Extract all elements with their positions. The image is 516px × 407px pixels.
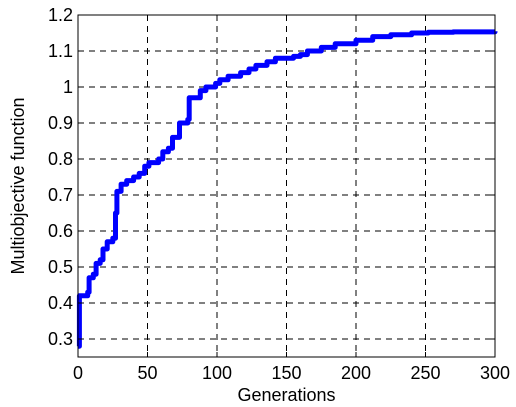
y-axis-label: Multiobjective function (8, 97, 28, 274)
x-tick-label: 250 (410, 363, 440, 383)
x-tick-label: 200 (341, 363, 371, 383)
grid (78, 15, 495, 357)
y-tick-label: 1 (63, 77, 73, 97)
y-tick-label: 1.1 (48, 41, 73, 61)
x-tick-label: 0 (73, 363, 83, 383)
x-tick-label: 50 (137, 363, 157, 383)
x-axis-label: Generations (237, 385, 335, 405)
y-tick-label: 0.8 (48, 149, 73, 169)
y-tick-label: 1.2 (48, 5, 73, 25)
series-line (76, 29, 498, 349)
y-tick-label: 0.9 (48, 113, 73, 133)
y-tick-label: 0.3 (48, 329, 73, 349)
x-tick-label: 300 (480, 363, 510, 383)
x-tick-label: 100 (202, 363, 232, 383)
y-tick-label: 0.7 (48, 185, 73, 205)
y-tick-label: 0.4 (48, 293, 73, 313)
x-tick-label: 150 (271, 363, 301, 383)
series-layer (76, 29, 498, 349)
ticks: 0 50 100 150 200 250 300 0.3 0.4 0.5 0.6 0.7 0.8 0.9 1… (48, 5, 510, 383)
y-tick-label: 0.5 (48, 257, 73, 277)
y-tick-label: 0.6 (48, 221, 73, 241)
